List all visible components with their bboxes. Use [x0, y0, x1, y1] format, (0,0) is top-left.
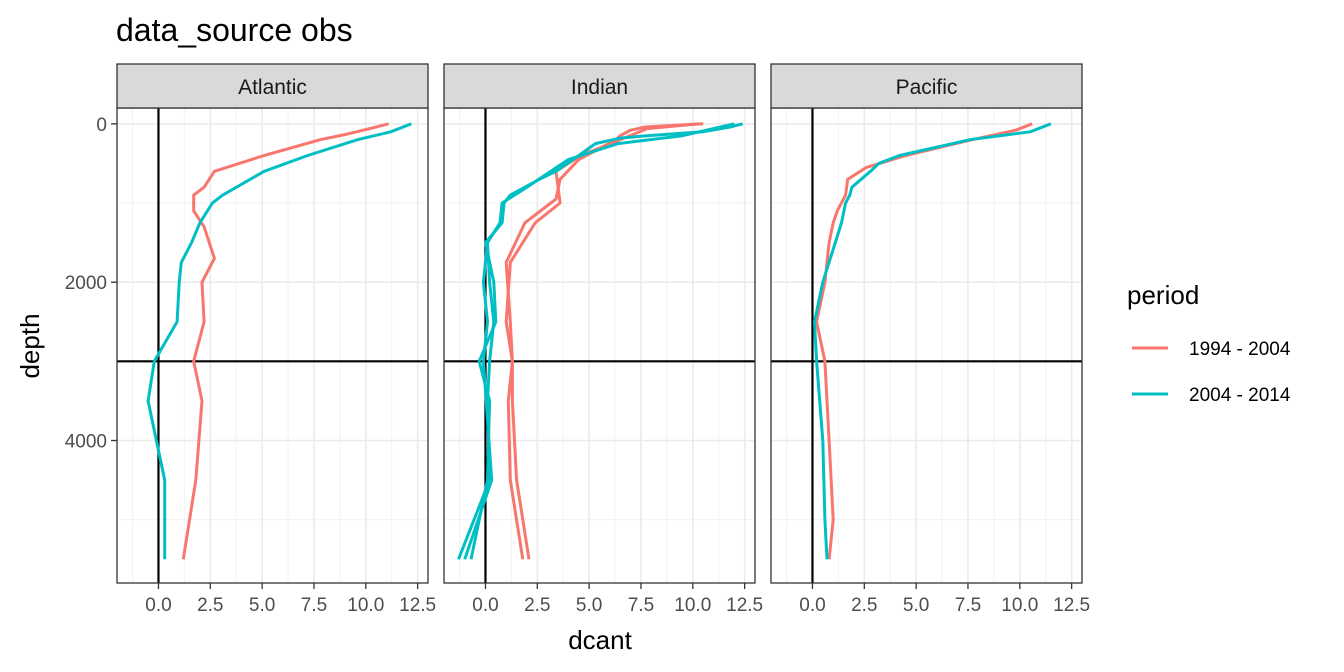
- legend-label: 1994 - 2004: [1189, 339, 1291, 360]
- facet-panel-atlantic: Atlantic 0.0 2.5 5.0 7.5 10.0 12.5 0 2000 4000: [65, 63, 436, 616]
- series-line-1994-2004-0: [504, 122, 704, 560]
- x-tick-label: 0.0: [145, 595, 171, 616]
- x-tick-label: 12.5: [726, 595, 763, 616]
- facet-strip-label: Pacific: [896, 76, 958, 99]
- chart-title: data_source obs: [116, 12, 353, 48]
- series-line-2004-2014-1: [146, 122, 412, 560]
- facet-strip: [770, 63, 1083, 109]
- x-tick-label: 2.5: [197, 595, 223, 616]
- facet-strip-label: Indian: [571, 76, 628, 99]
- x-tick-label: 10.0: [347, 595, 384, 616]
- x-axis-title: dcant: [568, 625, 632, 655]
- legend-title: period: [1127, 280, 1199, 310]
- facet-strip: [443, 63, 756, 109]
- x-tick-label: 12.5: [399, 595, 436, 616]
- series-line-2004-2014-4: [463, 242, 494, 560]
- y-tick-label: 4000: [65, 432, 107, 453]
- x-tick-label: 10.0: [674, 595, 711, 616]
- panel-background: [117, 108, 428, 583]
- y-axis-title: depth: [15, 313, 45, 378]
- x-tick-label: 5.0: [576, 595, 602, 616]
- series-line-2004-2014-1: [813, 122, 1052, 560]
- facet-panel-pacific: Pacific 0.0 2.5 5.0 7.5 10.0 12.5: [770, 63, 1090, 616]
- panel-background: [444, 108, 755, 583]
- facet-strip-label: Atlantic: [238, 76, 307, 99]
- x-tick-label: 2.5: [524, 595, 550, 616]
- x-tick-label: 2.5: [851, 595, 877, 616]
- x-tick-label: 5.0: [903, 595, 929, 616]
- facet-panel-indian: Indian 0.0 2.5 5.0 7.5 10.0 12.5: [443, 63, 763, 616]
- facet-strip: [116, 63, 429, 109]
- series-line-2004-2014-3: [457, 122, 735, 560]
- y-tick-label: 0: [96, 115, 107, 136]
- legend-entry: 2004 - 2014: [1132, 385, 1291, 406]
- x-tick-label: 0.0: [472, 595, 498, 616]
- series-line-1994-2004-1: [504, 122, 700, 560]
- series-line-1994-2004-0: [181, 122, 389, 560]
- x-tick-label: 10.0: [1001, 595, 1038, 616]
- legend-label: 2004 - 2014: [1189, 385, 1291, 406]
- legend: period 1994 - 2004 2004 - 2014: [1127, 280, 1291, 406]
- x-tick-label: 7.5: [628, 595, 654, 616]
- x-tick-label: 7.5: [955, 595, 981, 616]
- panel-background: [771, 108, 1082, 583]
- x-tick-label: 0.0: [799, 595, 825, 616]
- legend-entry: 1994 - 2004: [1132, 339, 1291, 360]
- x-tick-label: 12.5: [1053, 595, 1090, 616]
- x-tick-label: 5.0: [249, 595, 275, 616]
- y-tick-label: 2000: [65, 273, 107, 294]
- series-line-2004-2014-2: [469, 122, 743, 560]
- facet-panels: Atlantic 0.0 2.5 5.0 7.5 10.0 12.5 0 2000 4000 Ind…: [65, 63, 1090, 616]
- x-tick-label: 7.5: [301, 595, 327, 616]
